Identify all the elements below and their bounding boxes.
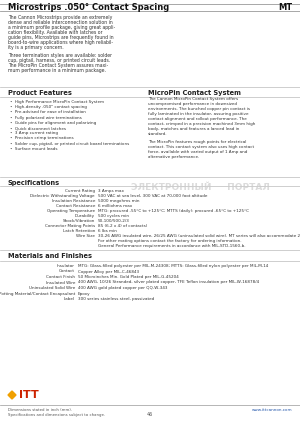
Text: For other mating options contact the factory for ordering information.: For other mating options contact the fac… <box>98 239 242 243</box>
Text: force, available with varied output of 1 Amp and: force, available with varied output of 1… <box>148 150 248 154</box>
Text: •  Fully polarized wire terminations: • Fully polarized wire terminations <box>10 116 82 119</box>
Text: Copper Alloy per MIL-C-46843: Copper Alloy per MIL-C-46843 <box>78 269 139 274</box>
Text: Potting Material/Contact Encapsulant: Potting Material/Contact Encapsulant <box>0 292 75 295</box>
Text: 400 AWG, 10/26 Stranded, silver plated copper, TFE Teflon insulation per MIL-W-1: 400 AWG, 10/26 Stranded, silver plated c… <box>78 280 259 284</box>
Text: Dielectric Withstanding Voltage: Dielectric Withstanding Voltage <box>31 194 95 198</box>
Text: board-to-wire applications where high reliabil-: board-to-wire applications where high re… <box>8 40 113 45</box>
Text: Connector Mating Points: Connector Mating Points <box>45 224 95 228</box>
Text: 400 AWG gold plated copper per QQ-W-343: 400 AWG gold plated copper per QQ-W-343 <box>78 286 167 290</box>
Text: 6 lbs min: 6 lbs min <box>98 229 117 233</box>
Text: Insulator: Insulator <box>57 264 75 268</box>
Text: The Cannon MicroPin Contact System offers: The Cannon MicroPin Contact System offer… <box>148 97 238 101</box>
Text: Insulation Resistance: Insulation Resistance <box>52 199 95 203</box>
Text: •  Quick disconnect latches: • Quick disconnect latches <box>10 126 66 130</box>
Text: •  Surface mount leads: • Surface mount leads <box>10 147 58 151</box>
Text: dense and reliable interconnection solution in: dense and reliable interconnection solut… <box>8 20 113 25</box>
Text: Dimensions stated in inch (mm).
Specifications and dimensions subject to change.: Dimensions stated in inch (mm). Specific… <box>8 408 105 416</box>
Text: cup, pigtail, harness, or printed circuit leads.: cup, pigtail, harness, or printed circui… <box>8 58 110 63</box>
Polygon shape <box>8 391 16 399</box>
Text: contact, crimped in a precision machined 3mm high: contact, crimped in a precision machined… <box>148 122 255 126</box>
Text: MTG: Glass-filled polyester per MIL-M-24308; MTTS: Glass-filled nylon polyester : MTG: Glass-filled polyester per MIL-M-24… <box>78 264 268 268</box>
Text: •  3 Amp current rating: • 3 Amp current rating <box>10 131 58 135</box>
Text: uncompromised performance in downsized: uncompromised performance in downsized <box>148 102 237 106</box>
Text: 5000 megohms min: 5000 megohms min <box>98 199 140 203</box>
Text: 6 milliohms max: 6 milliohms max <box>98 204 132 208</box>
Text: Shock/Vibration: Shock/Vibration <box>63 219 95 223</box>
Text: •  Pre-advised for ease of installation: • Pre-advised for ease of installation <box>10 110 86 114</box>
Text: Latch Retention: Latch Retention <box>63 229 95 233</box>
Text: a minimum profile package, giving great appli-: a minimum profile package, giving great … <box>8 25 115 30</box>
Text: The MicroPin Contact System assures maxi-: The MicroPin Contact System assures maxi… <box>8 63 108 68</box>
Text: Epoxy: Epoxy <box>78 292 91 295</box>
Text: 500 VAC at sea level, 300 VAC at 70,000 foot altitude: 500 VAC at sea level, 300 VAC at 70,000 … <box>98 194 207 198</box>
Text: Wire Size: Wire Size <box>76 234 95 238</box>
Text: Contact Resistance: Contact Resistance <box>56 204 95 208</box>
Text: 50-100/500-2/3: 50-100/500-2/3 <box>98 219 130 223</box>
Text: 500 cycles min: 500 cycles min <box>98 214 129 218</box>
Text: mum performance in a minimum package.: mum performance in a minimum package. <box>8 68 106 73</box>
Text: ЭЛЕКТРОННЫЙ     ПОРТАЛ: ЭЛЕКТРОННЫЙ ПОРТАЛ <box>130 183 269 192</box>
Text: guide pins, Microstrips are frequently found in: guide pins, Microstrips are frequently f… <box>8 35 114 40</box>
Text: •  Solder cup, pigtail, or printed circuit board terminations: • Solder cup, pigtail, or printed circui… <box>10 142 129 146</box>
Text: cation flexibility. Available with latches or: cation flexibility. Available with latch… <box>8 30 103 35</box>
Text: Microstrips .050° Contact Spacing: Microstrips .050° Contact Spacing <box>8 3 169 11</box>
Text: General Performance requirements in accordance with MIL-STD-1560-b.: General Performance requirements in acco… <box>98 244 245 248</box>
Text: Three termination styles are available: solder: Three termination styles are available: … <box>8 53 112 58</box>
Text: MTG: procured -55°C to +125°C; MTTS (daily): procured -65°C to +125°C: MTG: procured -55°C to +125°C; MTTS (dai… <box>98 209 249 213</box>
Text: standard.: standard. <box>148 132 167 136</box>
Text: MicroPin Contact System: MicroPin Contact System <box>148 90 241 96</box>
Text: 300 series stainless steel, passivated: 300 series stainless steel, passivated <box>78 297 154 301</box>
Text: The Cannon Microstrips provide an extremely: The Cannon Microstrips provide an extrem… <box>8 15 112 20</box>
Text: www.ittcannon.com: www.ittcannon.com <box>251 408 292 412</box>
Text: environments. The bunched copper pin contact is: environments. The bunched copper pin con… <box>148 107 250 111</box>
Text: Durability: Durability <box>75 214 95 218</box>
Text: Product Features: Product Features <box>8 90 72 96</box>
Text: ity is a primary concern.: ity is a primary concern. <box>8 45 64 50</box>
Text: Operating Temperature: Operating Temperature <box>47 209 95 213</box>
Text: 85 (6.2 x 4) of contacts): 85 (6.2 x 4) of contacts) <box>98 224 147 228</box>
Text: 46: 46 <box>147 412 153 417</box>
Text: Contact Finish: Contact Finish <box>46 275 75 279</box>
Text: Uninsulated Solid Wire: Uninsulated Solid Wire <box>29 286 75 290</box>
Text: •  Precision crimp terminations: • Precision crimp terminations <box>10 136 74 140</box>
Text: Materials and Finishes: Materials and Finishes <box>8 253 92 259</box>
Text: ITT: ITT <box>19 390 39 400</box>
Text: Label: Label <box>64 297 75 301</box>
Text: Insulated Wire: Insulated Wire <box>46 280 75 284</box>
Text: •  High Performance MicroPin Contact System: • High Performance MicroPin Contact Syst… <box>10 100 104 104</box>
Text: 30-26 AWG insulated wire, 26/25 AWG (uninsulated solid wire). MT series will als: 30-26 AWG insulated wire, 26/25 AWG (uni… <box>98 234 300 238</box>
Text: contact. This contact system also uses high contact: contact. This contact system also uses h… <box>148 145 254 149</box>
Text: alternative performance.: alternative performance. <box>148 155 199 159</box>
Text: Specifications: Specifications <box>8 180 60 186</box>
Text: Contact: Contact <box>59 269 75 274</box>
Text: fully laminated in the insulator, assuring positive: fully laminated in the insulator, assuri… <box>148 112 248 116</box>
Text: 50 Microinches Min. Gold Plated per MIL-G-45204: 50 Microinches Min. Gold Plated per MIL-… <box>78 275 179 279</box>
Text: body, matches and features a lanced lead in: body, matches and features a lanced lead… <box>148 127 239 131</box>
Text: •  Guide pins for alignment and polarizing: • Guide pins for alignment and polarizin… <box>10 121 96 125</box>
Text: Current Rating: Current Rating <box>65 189 95 193</box>
Text: 3 Amps max: 3 Amps max <box>98 189 124 193</box>
Text: The MicroPin features rough points for electrical: The MicroPin features rough points for e… <box>148 140 246 144</box>
Text: MT: MT <box>278 3 292 11</box>
Text: contact alignment and rollout performance. The: contact alignment and rollout performanc… <box>148 117 247 121</box>
Text: •  High-density .050" contact spacing: • High-density .050" contact spacing <box>10 105 87 109</box>
